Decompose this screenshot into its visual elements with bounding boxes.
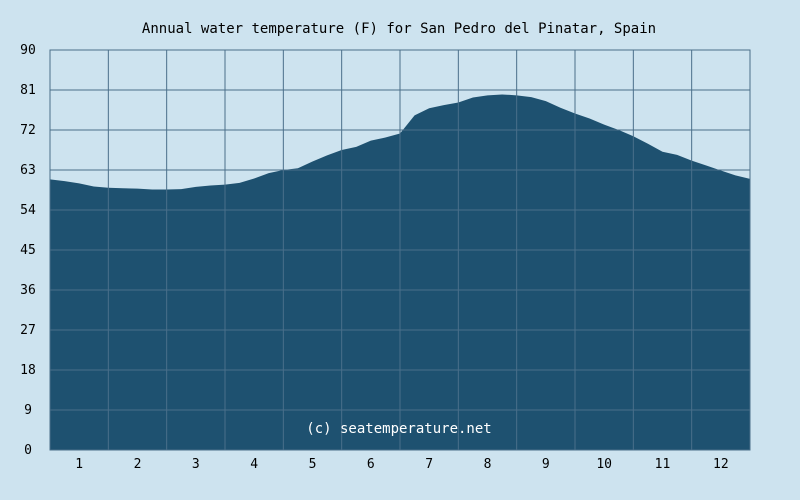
y-tick-label: 63: [20, 163, 36, 178]
y-tick-label: 54: [20, 203, 36, 218]
y-tick-label: 81: [20, 83, 36, 98]
y-tick-label: 9: [24, 403, 32, 418]
watermark: (c) seatemperature.net: [306, 421, 491, 437]
x-tick-label: 7: [425, 457, 433, 472]
x-tick-label: 2: [134, 457, 142, 472]
x-tick-label: 11: [655, 457, 671, 472]
x-tick-label: 9: [542, 457, 550, 472]
x-tick-label: 4: [250, 457, 258, 472]
x-tick-label: 3: [192, 457, 200, 472]
x-tick-label: 6: [367, 457, 375, 472]
x-tick-label: 5: [309, 457, 317, 472]
x-tick-label: 12: [713, 457, 729, 472]
plot-frame: [49, 49, 751, 451]
y-axis-ticks: 0 9 18 27 36 45 54 63 72 81 90: [20, 43, 36, 458]
y-tick-label: 45: [20, 243, 36, 258]
x-tick-label: 8: [484, 457, 492, 472]
x-tick-label: 1: [75, 457, 83, 472]
y-tick-label: 90: [20, 43, 36, 58]
x-axis-ticks: 1 2 3 4 5 6 7 8 9 10 11 12: [75, 457, 728, 472]
y-tick-label: 0: [24, 443, 32, 458]
chart-title: Annual water temperature (F) for San Ped…: [142, 21, 656, 37]
y-tick-label: 72: [20, 123, 36, 138]
y-tick-label: 27: [20, 323, 36, 338]
x-tick-label: 10: [596, 457, 612, 472]
y-tick-label: 18: [20, 363, 36, 378]
y-tick-label: 36: [20, 283, 36, 298]
